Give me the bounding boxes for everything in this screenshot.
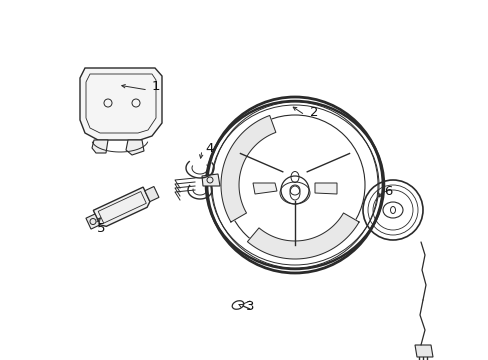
Text: 3: 3 [245,301,254,314]
Text: 2: 2 [309,105,318,118]
Polygon shape [314,183,336,194]
Text: 6: 6 [383,185,391,198]
Polygon shape [86,214,100,229]
Polygon shape [247,213,358,259]
Polygon shape [252,183,276,194]
Polygon shape [202,174,220,186]
Polygon shape [221,116,275,222]
Text: 4: 4 [204,141,213,154]
Polygon shape [80,68,162,140]
Polygon shape [126,140,143,155]
Polygon shape [144,186,159,202]
Text: 1: 1 [152,80,160,93]
Polygon shape [414,345,432,357]
Polygon shape [92,140,108,153]
Polygon shape [93,187,150,226]
Text: 5: 5 [97,221,105,234]
